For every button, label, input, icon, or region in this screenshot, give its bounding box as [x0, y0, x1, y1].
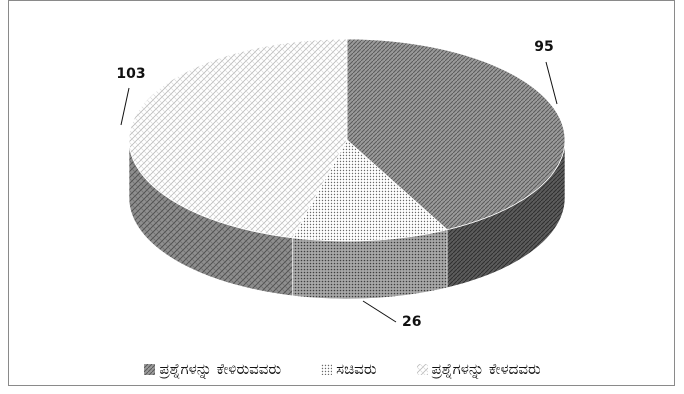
data-labels: 95 26 103: [116, 39, 558, 330]
legend-item-asked: ಪ್ರಶ್ನೆಗಳನ್ನು ಕೇಳಿರುವವರು: [144, 360, 281, 378]
pie-slice-ministers: [291, 139, 448, 242]
legend-label-ministers: ಸಚಿವರು: [336, 360, 377, 378]
legend-swatch-not-asked: [416, 363, 428, 375]
leader-line-not-asked: [120, 87, 130, 126]
pie-chart: 95 26 103: [116, 38, 566, 330]
leader-line-ministers: [362, 300, 397, 323]
data-label-asked: 95: [534, 39, 553, 55]
pie-slice-asked: [346, 38, 566, 231]
legend-item-ministers: ಸಚಿವರು: [321, 360, 377, 378]
data-label-ministers: 26: [402, 314, 421, 330]
data-label-not-asked: 103: [116, 66, 145, 82]
pie-slice-not-asked: [128, 38, 348, 239]
legend-swatch-ministers: [321, 363, 333, 375]
legend-swatch-asked: [144, 363, 156, 375]
legend-item-not-asked: ಪ್ರಶ್ನೆಗಳನ್ನು ಕೇಳದವರು: [416, 360, 541, 378]
legend: ಪ್ರಶ್ನೆಗಳನ್ನು ಕೇಳಿರುವವರು ಸಚಿವರು ಪ್ರಶ್ನೆಗ…: [9, 357, 676, 381]
chart-frame: 95 26 103 ಪ್ರಶ್ನೆಗಳನ್ನು ಕೇಳಿರುವವರು ಸಚಿವರು …: [8, 0, 675, 386]
legend-label-asked: ಪ್ರಶ್ನೆಗಳನ್ನು ಕೇಳಿರುವವರು: [159, 360, 282, 378]
pie-tops: [128, 38, 566, 242]
legend-label-not-asked: ಪ್ರಶ್ನೆಗಳನ್ನು ಕೇಳದವರು: [431, 360, 541, 378]
leader-line-asked: [545, 61, 558, 105]
